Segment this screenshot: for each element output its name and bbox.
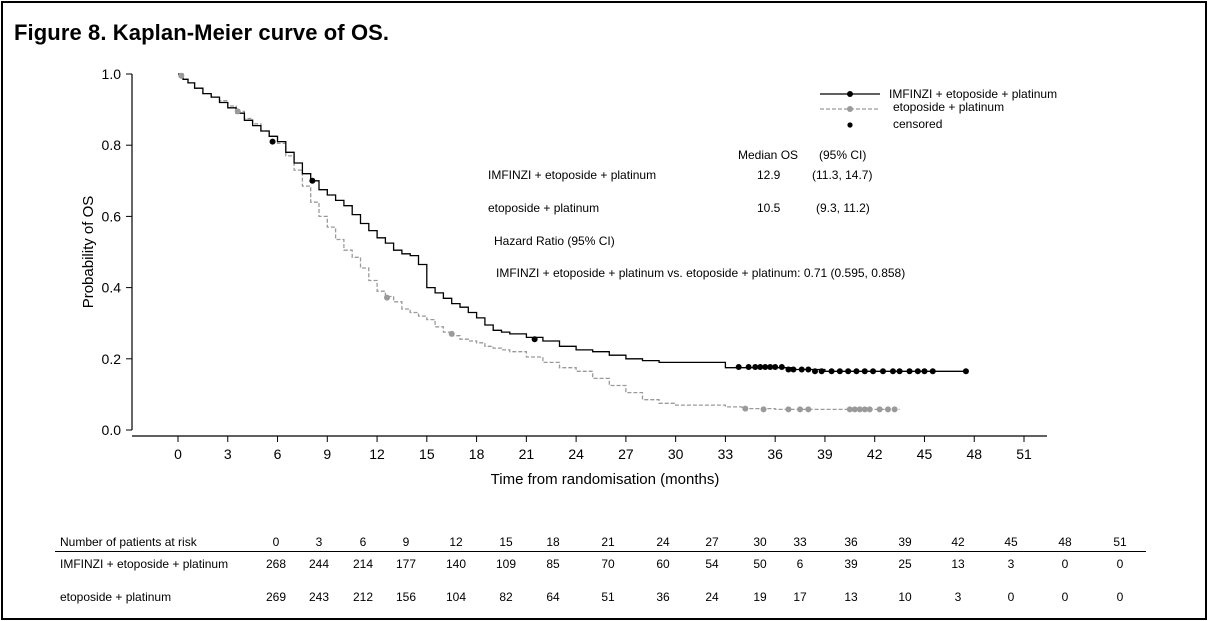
censor-mark-etoposide-platinum xyxy=(876,406,883,413)
y-tick-label: 0.4 xyxy=(102,280,122,296)
x-axis-label: Time from randomisation (months) xyxy=(491,471,720,488)
censor-mark-imfinzi xyxy=(309,177,316,184)
ci-value-etoposide-platinum: (9.3, 11.2) xyxy=(816,201,870,215)
legend-marker-etoposide-platinum xyxy=(847,106,853,112)
legend-marker-imfinzi xyxy=(847,91,853,97)
y-tick-label: 0.6 xyxy=(102,208,122,224)
hazard-ratio-header: Hazard Ratio (95% CI) xyxy=(494,234,615,248)
censor-mark-imfinzi xyxy=(921,368,928,375)
y-tick-label: 0.0 xyxy=(102,422,122,438)
legend-label-censored: censored xyxy=(893,117,942,131)
censor-mark-etoposide-platinum xyxy=(891,406,898,413)
x-tick-label: 24 xyxy=(568,446,584,462)
censor-mark-imfinzi xyxy=(531,336,538,343)
median-value-imfinzi: 12.9 xyxy=(757,168,781,182)
x-tick-label: 27 xyxy=(618,446,634,462)
censor-mark-etoposide-platinum xyxy=(797,406,804,413)
median-row-label-imfinzi: IMFINZI + etoposide + platinum xyxy=(488,168,656,182)
median-row-label-etoposide-platinum: etoposide + platinum xyxy=(488,201,599,215)
censor-mark-imfinzi xyxy=(798,366,805,373)
censor-mark-imfinzi xyxy=(906,368,913,375)
censor-mark-imfinzi xyxy=(785,366,792,373)
median-value-etoposide-platinum: 10.5 xyxy=(757,201,781,215)
censor-mark-imfinzi xyxy=(870,368,877,375)
censor-mark-etoposide-platinum xyxy=(384,294,391,301)
x-tick-label: 33 xyxy=(718,446,734,462)
censor-mark-imfinzi xyxy=(805,366,812,373)
censor-mark-imfinzi xyxy=(853,368,860,375)
median-os-header: Median OS xyxy=(738,148,798,162)
x-tick-label: 36 xyxy=(767,446,783,462)
x-tick-label: 51 xyxy=(1016,446,1032,462)
legend-label-etoposide-platinum: etoposide + platinum xyxy=(893,100,1004,114)
series-line-imfinzi xyxy=(178,73,966,372)
x-tick-label: 39 xyxy=(817,446,833,462)
censor-mark-imfinzi xyxy=(269,138,276,145)
hazard-ratio-text: IMFINZI + etoposide + platinum vs. etopo… xyxy=(496,266,905,280)
censor-mark-etoposide-platinum xyxy=(785,406,792,413)
censor-mark-etoposide-platinum xyxy=(861,406,868,413)
censor-mark-imfinzi xyxy=(778,363,785,370)
figure-title: Figure 8. Kaplan-Meier curve of OS. xyxy=(14,20,390,45)
censor-mark-imfinzi xyxy=(836,368,843,375)
x-tick-label: 3 xyxy=(224,446,232,462)
censor-mark-imfinzi xyxy=(790,366,797,373)
y-tick-label: 0.8 xyxy=(102,137,122,153)
censor-mark-imfinzi xyxy=(929,368,936,375)
censor-mark-imfinzi xyxy=(818,368,825,375)
censor-mark-etoposide-platinum xyxy=(178,72,185,79)
legend-label-imfinzi: IMFINZI + etoposide + platinum xyxy=(889,87,1057,101)
censor-mark-imfinzi xyxy=(811,368,818,375)
x-tick-label: 48 xyxy=(966,446,982,462)
censor-mark-imfinzi xyxy=(845,368,852,375)
censor-mark-imfinzi xyxy=(896,368,903,375)
censor-mark-imfinzi xyxy=(914,368,921,375)
censor-mark-etoposide-platinum xyxy=(742,405,749,412)
censor-mark-imfinzi xyxy=(889,368,896,375)
censor-mark-imfinzi xyxy=(828,368,835,375)
censor-mark-etoposide-platinum xyxy=(851,406,858,413)
x-tick-label: 42 xyxy=(867,446,883,462)
censor-mark-etoposide-platinum xyxy=(846,406,853,413)
censor-mark-imfinzi xyxy=(772,363,779,370)
x-tick-label: 6 xyxy=(274,446,282,462)
y-axis-label: Probability of OS xyxy=(80,196,97,309)
censor-mark-etoposide-platinum xyxy=(856,406,863,413)
censor-mark-etoposide-platinum xyxy=(805,406,812,413)
x-tick-label: 21 xyxy=(519,446,535,462)
censor-mark-imfinzi xyxy=(762,363,769,370)
censor-mark-imfinzi xyxy=(745,363,752,370)
censor-mark-imfinzi xyxy=(880,368,886,375)
x-tick-label: 45 xyxy=(917,446,933,462)
x-tick-label: 0 xyxy=(174,446,182,462)
x-tick-label: 30 xyxy=(668,446,684,462)
censor-mark-imfinzi xyxy=(767,363,774,370)
censor-mark-imfinzi xyxy=(752,363,759,370)
censor-mark-etoposide-platinum xyxy=(866,406,873,413)
legend-marker-censored xyxy=(847,122,853,128)
censor-mark-imfinzi xyxy=(757,363,764,370)
censor-mark-imfinzi xyxy=(861,368,868,375)
censor-mark-etoposide-platinum xyxy=(884,406,891,413)
censor-mark-etoposide-platinum xyxy=(760,406,767,413)
censor-mark-etoposide-platinum xyxy=(448,330,455,337)
censor-mark-imfinzi xyxy=(735,363,742,370)
x-tick-label: 18 xyxy=(469,446,485,462)
y-tick-label: 0.2 xyxy=(102,351,122,367)
censor-mark-imfinzi xyxy=(962,368,969,375)
x-tick-label: 12 xyxy=(369,446,385,462)
ci-value-imfinzi: (11.3, 14.7) xyxy=(812,168,872,182)
y-tick-label: 1.0 xyxy=(102,66,122,82)
censor-mark-etoposide-platinum xyxy=(234,108,241,115)
ci-header: (95% CI) xyxy=(819,148,866,162)
x-tick-label: 15 xyxy=(419,446,435,462)
x-tick-label: 9 xyxy=(323,446,331,462)
